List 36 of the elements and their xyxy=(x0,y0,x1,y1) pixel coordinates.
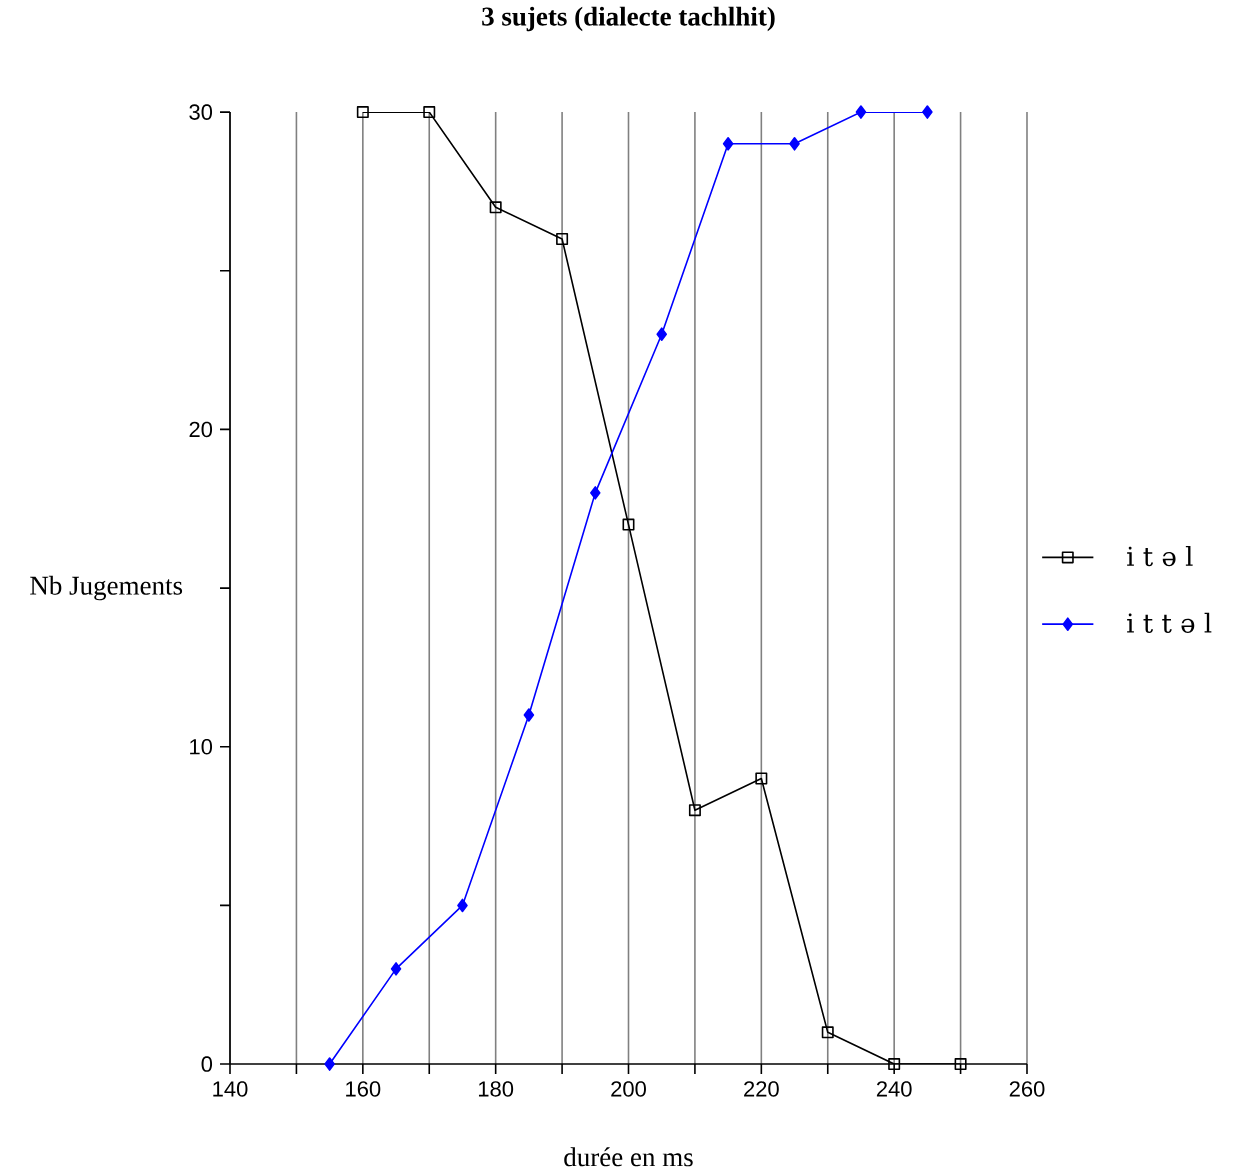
point xyxy=(423,106,436,119)
y-tick-label: 10 xyxy=(190,738,213,755)
point xyxy=(324,1057,335,1071)
y-tick-label: 20 xyxy=(189,421,213,438)
point xyxy=(722,137,734,151)
point xyxy=(855,105,867,119)
x-tick-label: 140 xyxy=(213,1081,248,1097)
x-tick-label: 200 xyxy=(611,1081,646,1097)
point xyxy=(789,137,800,151)
point xyxy=(688,804,701,817)
point xyxy=(489,201,502,214)
point xyxy=(556,233,569,246)
point xyxy=(821,1026,834,1039)
legend-label: i t ə l xyxy=(1127,546,1193,567)
y-tick-label: 30 xyxy=(189,104,213,120)
point xyxy=(356,106,369,119)
x-tick-label: 160 xyxy=(346,1081,381,1097)
point xyxy=(888,1058,901,1071)
legend-label: i t t ə l xyxy=(1127,612,1212,633)
y-tick-label: 0 xyxy=(201,1056,213,1072)
point xyxy=(523,708,535,722)
y-axis-title: Nb Jugements xyxy=(30,575,183,601)
point xyxy=(590,486,601,500)
point xyxy=(954,1058,967,1071)
point xyxy=(622,518,635,531)
point xyxy=(656,327,668,342)
chart-title: 3 sujets (dialecte tachlhit) xyxy=(482,6,775,32)
x-tick-label: 220 xyxy=(744,1081,779,1097)
point xyxy=(390,962,402,976)
point xyxy=(755,772,768,785)
x-tick-label: 180 xyxy=(478,1081,514,1097)
x-tick-label: 240 xyxy=(876,1081,912,1097)
point xyxy=(922,105,933,119)
point xyxy=(457,898,468,913)
x-tick-label: 260 xyxy=(1009,1081,1045,1097)
x-axis-title: durée en ms xyxy=(564,1147,693,1167)
